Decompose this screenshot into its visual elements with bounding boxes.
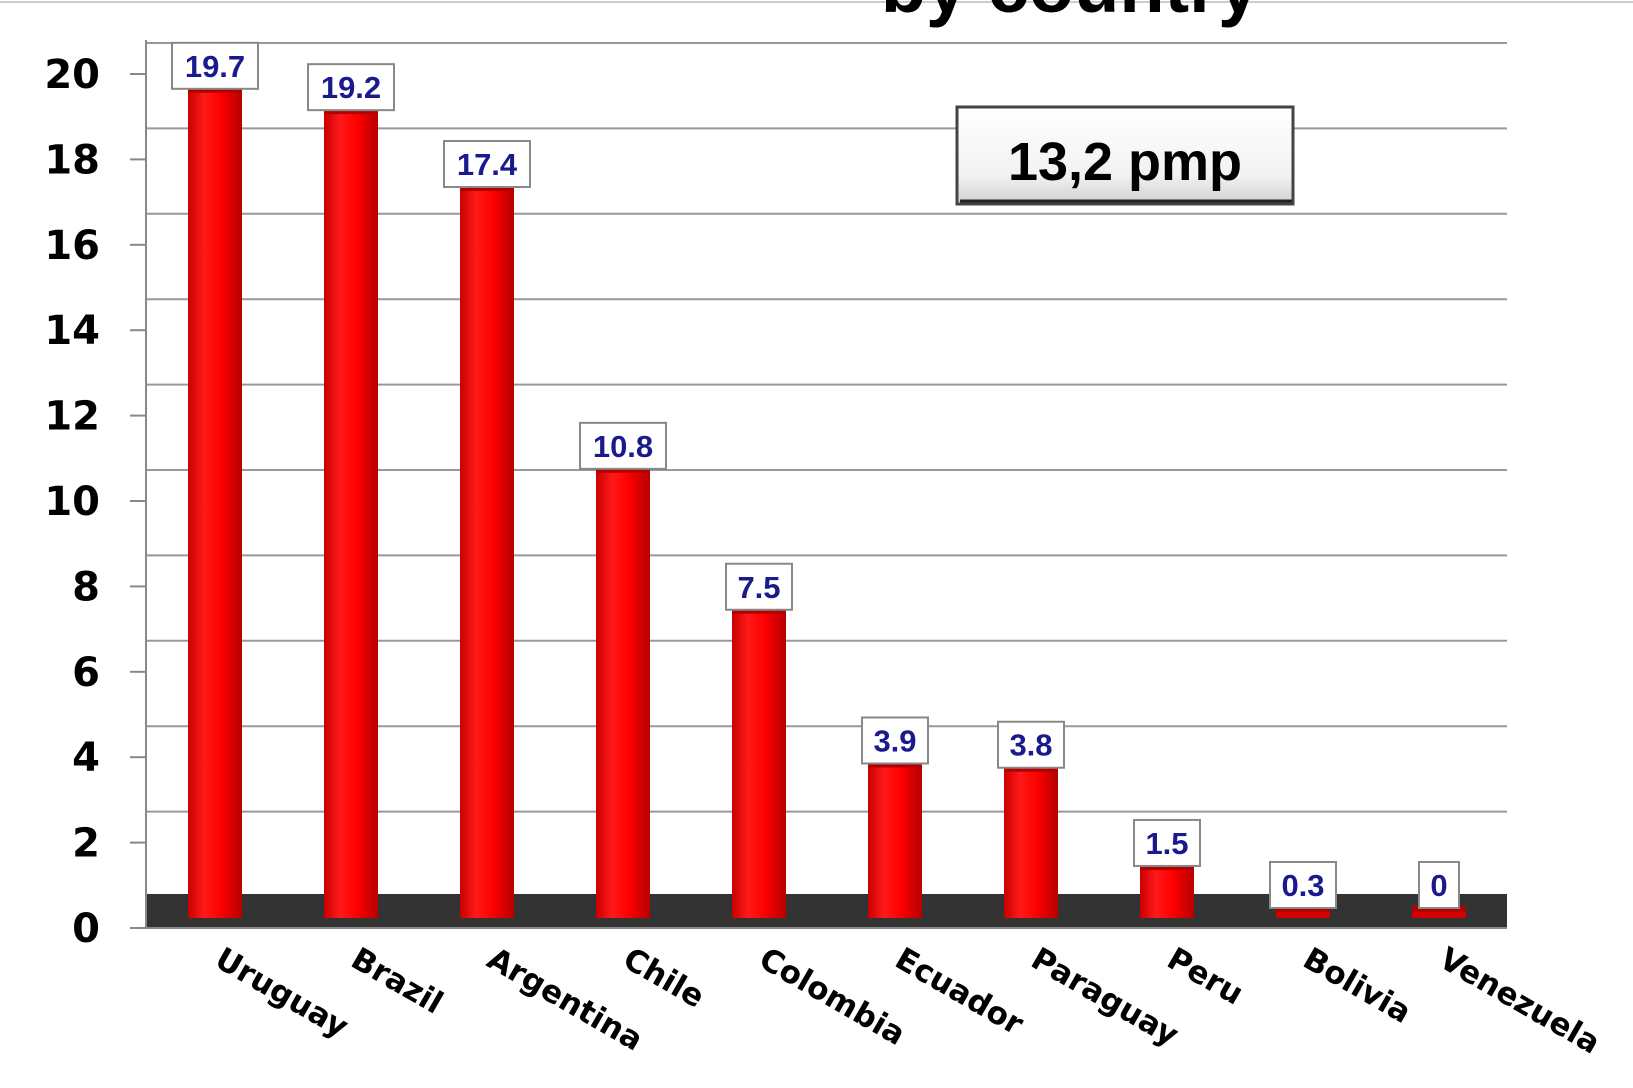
- value-label-text: 17.4: [457, 147, 518, 182]
- annotation-frame: [955, 105, 1295, 206]
- x-tick-label: Ecuador: [889, 941, 1030, 1043]
- bar: [868, 761, 922, 918]
- value-label-text: 19.7: [185, 49, 245, 84]
- bar: [460, 185, 514, 918]
- value-label-box: [1133, 818, 1201, 867]
- value-label-text: 1.5: [1145, 826, 1188, 861]
- value-label-box: [307, 63, 395, 112]
- value-label: 3.8: [997, 720, 1065, 769]
- x-tick-label: Brazil: [345, 941, 449, 1022]
- value-label-text: 3.8: [1009, 728, 1052, 763]
- x-tick-label: Colombia: [753, 941, 911, 1053]
- y-tick-label: 20: [44, 52, 100, 98]
- value-label-box: [443, 140, 531, 189]
- bar: [732, 607, 786, 918]
- value-label-text: 10.8: [593, 429, 653, 464]
- value-label: 0: [1418, 861, 1460, 909]
- y-tick-label: 4: [72, 735, 100, 781]
- value-label-box: [861, 716, 929, 765]
- value-label: 7.5: [725, 562, 793, 611]
- value-label-text: 7.5: [737, 570, 780, 605]
- value-label: 3.9: [861, 716, 929, 765]
- value-label: 0.3: [1269, 861, 1337, 909]
- annotation-text: 13,2 pmp: [1008, 132, 1242, 192]
- y-tick-label: 10: [44, 479, 100, 525]
- x-tick-label: Bolivia: [1297, 941, 1417, 1031]
- y-axis: 0 2 4 6 8 10 12 14 16 18 20: [44, 40, 1507, 952]
- x-tick-label: Venezuela: [1433, 941, 1606, 1062]
- value-label-box: [579, 421, 667, 470]
- x-tick-label: Chile: [617, 941, 710, 1016]
- x-tick-label: Peru: [1161, 941, 1249, 1013]
- value-label: 19.7: [171, 41, 259, 90]
- chart-title: by country: [881, 0, 1259, 28]
- bar: [1140, 863, 1194, 918]
- y-tick-label: 14: [44, 308, 100, 354]
- bars: [188, 86, 1466, 918]
- value-label-box: [1418, 861, 1460, 909]
- value-label-text: 19.2: [321, 70, 381, 105]
- x-tick-label: Uruguay: [209, 941, 354, 1046]
- value-label-box: [997, 720, 1065, 769]
- y-tick-label: 12: [44, 394, 100, 440]
- y-tick-label: 8: [72, 564, 100, 610]
- y-tick-label: 2: [72, 821, 100, 867]
- y-tick-label: 18: [44, 137, 100, 183]
- value-label-box: [171, 41, 259, 90]
- value-label-box: [1269, 861, 1337, 909]
- value-label: 10.8: [579, 421, 667, 470]
- x-tick-label: Paraguay: [1025, 941, 1185, 1054]
- y-tick-label: 16: [44, 223, 100, 269]
- y-tick-label: 6: [72, 650, 100, 696]
- value-label-text: 0: [1430, 868, 1447, 903]
- annotation-box: 13,2 pmp: [955, 105, 1295, 206]
- value-label: 19.2: [307, 63, 395, 112]
- bar: [188, 86, 242, 918]
- x-tick-label: Argentina: [481, 941, 649, 1059]
- value-label-text: 3.9: [873, 723, 916, 758]
- bar: [596, 466, 650, 918]
- bar: [324, 108, 378, 918]
- value-label-box: [725, 562, 793, 611]
- value-label: 1.5: [1133, 818, 1201, 867]
- y-tick-label: 0: [72, 906, 100, 952]
- value-label-text: 0.3: [1281, 868, 1324, 903]
- value-label: 17.4: [443, 140, 531, 189]
- value-labels: 19.7 19.2 17.4 10.8 7.5 3.9 3.8 1.5 0.3 0: [171, 41, 1460, 909]
- bar: [1004, 765, 1058, 918]
